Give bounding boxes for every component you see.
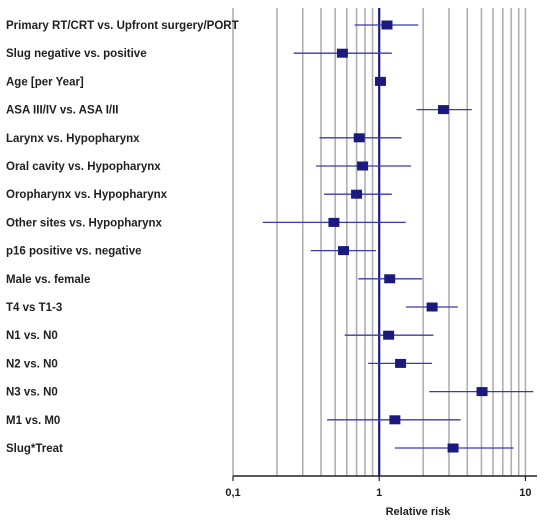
forest-row: Larynx vs. Hypopharynx: [6, 133, 402, 145]
row-label: ASA III/IV vs. ASA I/II: [6, 105, 118, 117]
row-label: Slug*Treat: [6, 443, 63, 455]
x-axis-title: Relative risk: [386, 506, 452, 518]
row-label: N3 vs. N0: [6, 387, 58, 399]
x-tick-label: 10: [519, 487, 531, 499]
row-label: N2 vs. N0: [6, 358, 58, 370]
row-label: M1 vs. M0: [6, 415, 60, 427]
point-estimate: [384, 274, 396, 284]
point-estimate: [426, 302, 438, 312]
point-estimate: [338, 246, 350, 256]
row-label: Oral cavity vs. Hypopharynx: [6, 161, 161, 173]
row-label: Male vs. female: [6, 274, 90, 286]
point-estimate: [395, 358, 407, 368]
point-estimate: [476, 387, 488, 397]
row-label: N1 vs. N0: [6, 330, 58, 342]
point-estimate: [336, 48, 348, 58]
point-estimate: [383, 330, 395, 340]
point-estimate: [353, 133, 365, 143]
forest-row: ASA III/IV vs. ASA I/II: [6, 105, 472, 117]
row-label: T4 vs T1-3: [6, 302, 62, 314]
row-label: Larynx vs. Hypopharynx: [6, 133, 140, 145]
forest-row: Male vs. female: [6, 274, 423, 286]
forest-row: Slug negative vs. positive: [6, 48, 392, 60]
forest-row: p16 positive vs. negative: [6, 246, 376, 258]
forest-rows: Primary RT/CRT vs. Upfront surgery/PORT S…: [6, 20, 534, 455]
point-estimate: [389, 415, 401, 425]
point-estimate: [381, 20, 393, 30]
forest-row: M1 vs. M0: [6, 415, 461, 427]
forest-row: Oral cavity vs. Hypopharynx: [6, 161, 412, 173]
row-label: p16 positive vs. negative: [6, 246, 142, 258]
point-estimate: [374, 76, 386, 86]
forest-row: Other sites vs. Hypopharynx: [6, 217, 406, 229]
x-tick-label: 0,1: [225, 487, 240, 499]
point-estimate: [447, 443, 459, 453]
forest-row: Age [per Year]: [6, 76, 386, 88]
row-label: Age [per Year]: [6, 76, 84, 88]
row-label: Slug negative vs. positive: [6, 48, 147, 60]
x-tick-label: 1: [376, 487, 382, 499]
row-label: Primary RT/CRT vs. Upfront surgery/PORT: [6, 20, 239, 32]
forest-row: N2 vs. N0: [6, 358, 433, 370]
point-estimate: [357, 161, 369, 171]
forest-row: T4 vs T1-3: [6, 302, 458, 314]
x-axis-ticks: 0,1 1 10: [225, 476, 532, 499]
point-estimate: [437, 105, 449, 115]
point-estimate: [328, 217, 340, 227]
row-label: Other sites vs. Hypopharynx: [6, 217, 163, 229]
forest-row: N1 vs. N0: [6, 330, 434, 342]
forest-row: Oropharynx vs. Hypopharynx: [6, 189, 392, 201]
row-label: Oropharynx vs. Hypopharynx: [6, 189, 168, 201]
forest-row: Slug*Treat: [6, 443, 514, 455]
forest-row: Primary RT/CRT vs. Upfront surgery/PORT: [6, 20, 419, 32]
forest-row: N3 vs. N0: [6, 387, 534, 399]
point-estimate: [351, 189, 363, 199]
gridlines: [232, 8, 527, 476]
